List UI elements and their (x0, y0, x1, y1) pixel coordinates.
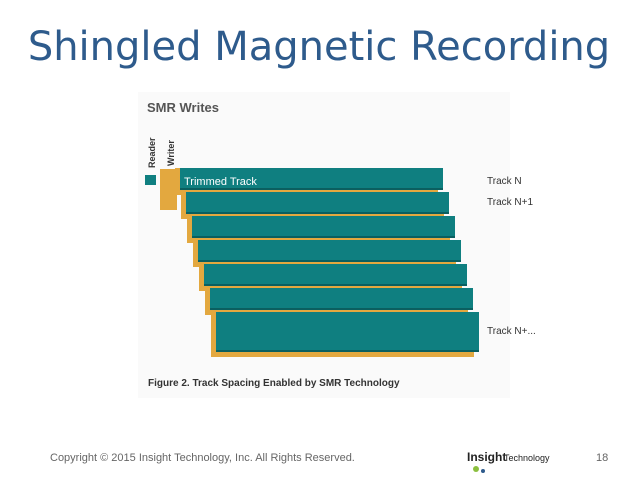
track (186, 212, 449, 214)
figure-caption: Figure 2. Track Spacing Enabled by SMR T… (148, 378, 400, 389)
track (198, 260, 461, 262)
logo-dot (481, 469, 485, 473)
track (204, 264, 467, 286)
logo-dot (473, 466, 479, 472)
track (192, 216, 455, 238)
writer-label: Writer (166, 140, 176, 166)
page-number: 18 (596, 452, 608, 464)
track (186, 192, 449, 214)
slide-title: Shingled Magnetic Recording (28, 24, 610, 70)
track (216, 350, 479, 352)
track (216, 312, 479, 352)
track (180, 188, 443, 190)
figure-heading: SMR Writes (147, 100, 219, 115)
track (192, 236, 455, 238)
track (180, 168, 443, 190)
track (198, 240, 461, 262)
logo-sub: Technology (504, 453, 550, 463)
track-label: Track N+1 (487, 197, 533, 208)
track (210, 288, 473, 310)
tracks (175, 168, 479, 357)
reader-head (145, 175, 156, 185)
track-label: Track N+... (487, 326, 536, 337)
track (210, 308, 473, 310)
track-label: Track N (487, 176, 522, 187)
trimmed-label: Trimmed Track (184, 176, 257, 188)
reader-label: Reader (147, 137, 157, 168)
writer-head (160, 169, 177, 210)
copyright: Copyright © 2015 Insight Technology, Inc… (50, 452, 355, 464)
track (204, 284, 467, 286)
logo-main: Insight (467, 450, 506, 464)
